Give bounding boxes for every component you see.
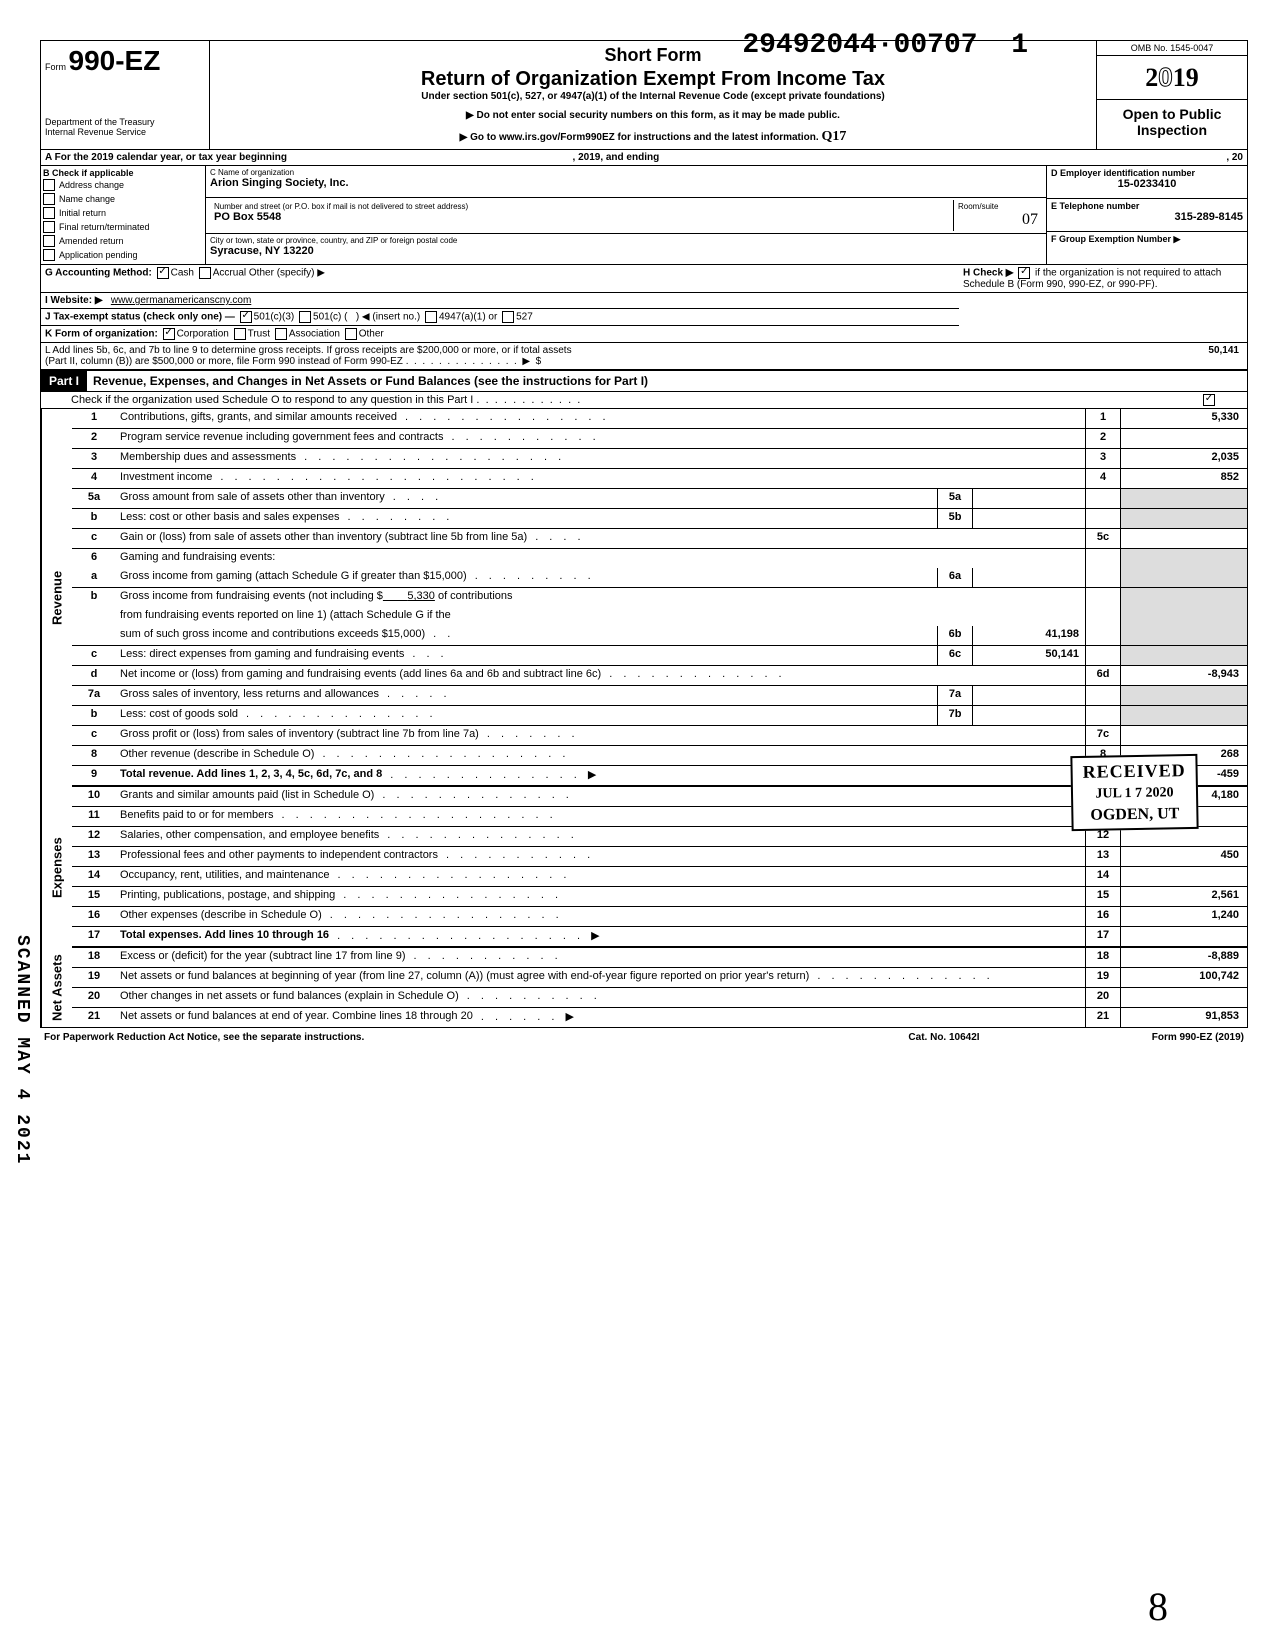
chk-association[interactable] — [275, 328, 287, 340]
line-5b: bLess: cost or other basis and sales exp… — [72, 509, 1247, 529]
line-7b: bLess: cost of goods sold. . . . . . . .… — [72, 706, 1247, 726]
net-assets-label: Net Assets — [41, 948, 72, 1027]
org-name-field: C Name of organization Arion Singing Soc… — [206, 166, 1046, 198]
line-3: 3Membership dues and assessments. . . . … — [72, 449, 1247, 469]
col-b-checkboxes: B Check if applicable Address change Nam… — [41, 166, 206, 264]
group-exemption-field: F Group Exemption Number ▶ — [1047, 232, 1247, 264]
page-footer: For Paperwork Reduction Act Notice, see … — [40, 1028, 1248, 1047]
omb-number: OMB No. 1545-0047 — [1097, 41, 1247, 56]
revenue-section: Revenue 1Contributions, gifts, grants, a… — [41, 409, 1247, 787]
stamp-scanned: SCANNED MAY 4 2021 — [12, 935, 32, 1165]
line-20: 20Other changes in net assets or fund ba… — [72, 988, 1247, 1008]
line-5a: 5aGross amount from sale of assets other… — [72, 489, 1247, 509]
chk-amended-return[interactable] — [43, 235, 55, 247]
goto-link: ▶ Go to www.irs.gov/Form990EZ for instru… — [218, 129, 1088, 145]
line-1: 1Contributions, gifts, grants, and simil… — [72, 409, 1247, 429]
line-7a: 7aGross sales of inventory, less returns… — [72, 686, 1247, 706]
expenses-label: Expenses — [41, 787, 72, 948]
form-prefix: Form — [45, 62, 66, 72]
chk-name-change[interactable] — [43, 193, 55, 205]
stamp-received: RECEIVED JUL 1 7 2020 OGDEN, UT — [1070, 754, 1198, 831]
part-1-header: Part I Revenue, Expenses, and Changes in… — [41, 371, 1247, 392]
row-a-tax-year: A For the 2019 calendar year, or tax yea… — [41, 150, 1247, 166]
line-18: 18Excess or (deficit) for the year (subt… — [72, 948, 1247, 968]
line-6b-3: sum of such gross income and contributio… — [72, 626, 1247, 646]
line-17: 17Total expenses. Add lines 10 through 1… — [72, 927, 1247, 948]
line-2: 2Program service revenue including gover… — [72, 429, 1247, 449]
revenue-label: Revenue — [41, 409, 72, 787]
line-6b-2: from fundraising events reported on line… — [72, 607, 1247, 626]
line-l-gross-receipts: L Add lines 5b, 6c, and 7b to line 9 to … — [41, 343, 1247, 371]
expenses-section: Expenses 10Grants and similar amounts pa… — [41, 787, 1247, 948]
phone-field: E Telephone number 315-289-8145 — [1047, 199, 1247, 232]
line-14: 14Occupancy, rent, utilities, and mainte… — [72, 867, 1247, 887]
line-5c: cGain or (loss) from sale of assets othe… — [72, 529, 1247, 549]
chk-final-return[interactable] — [43, 221, 55, 233]
line-g-accounting: G Accounting Method: Cash Accrual Other … — [41, 265, 1247, 293]
chk-h[interactable] — [1018, 267, 1030, 279]
chk-4947a1[interactable] — [425, 311, 437, 323]
line-j-tax-exempt: J Tax-exempt status (check only one) — 5… — [41, 309, 1247, 326]
open-public: Open to Public Inspection — [1097, 99, 1247, 144]
chk-trust[interactable] — [234, 328, 246, 340]
chk-501c[interactable] — [299, 311, 311, 323]
line-6: 6Gaming and fundraising events: — [72, 549, 1247, 568]
ssn-warning: ▶ Do not enter social security numbers o… — [218, 110, 1088, 121]
chk-address-change[interactable] — [43, 179, 55, 191]
irs-label: Internal Revenue Service — [45, 127, 205, 137]
line-6b-1: bGross income from fundraising events (n… — [72, 588, 1247, 607]
line-6c: cLess: direct expenses from gaming and f… — [72, 646, 1247, 666]
line-h-schedule-b: H Check ▶ if the organization is not req… — [959, 265, 1247, 292]
form-header: Form 990-EZ Department of the Treasury I… — [41, 41, 1247, 150]
signature-mark: 8 — [1148, 1583, 1168, 1630]
form-number: 990-EZ — [69, 45, 161, 76]
address-field: Number and street (or P.O. box if mail i… — [210, 200, 954, 231]
line-i-website: I Website: ▶ www.germanamericanscny.com — [41, 293, 1247, 309]
chk-schedule-o[interactable] — [1203, 394, 1215, 406]
chk-501c3[interactable] — [240, 311, 252, 323]
line-6d: dNet income or (loss) from gaming and fu… — [72, 666, 1247, 686]
main-title: Return of Organization Exempt From Incom… — [218, 68, 1088, 91]
chk-other-org[interactable] — [345, 328, 357, 340]
tax-year: 2019 — [1097, 56, 1247, 99]
chk-initial-return[interactable] — [43, 207, 55, 219]
room-suite-field: Room/suite 07 — [954, 200, 1042, 231]
dept-treasury: Department of the Treasury — [45, 117, 205, 127]
chk-527[interactable] — [502, 311, 514, 323]
line-21: 21Net assets or fund balances at end of … — [72, 1008, 1247, 1027]
subtitle: Under section 501(c), 527, or 4947(a)(1)… — [218, 91, 1088, 102]
ein-field: D Employer identification number 15-0233… — [1047, 166, 1247, 199]
line-4: 4Investment income. . . . . . . . . . . … — [72, 469, 1247, 489]
line-k-org-form: K Form of organization: Corporation Trus… — [41, 326, 1247, 343]
chk-application-pending[interactable] — [43, 249, 55, 261]
net-assets-section: Net Assets 18Excess or (deficit) for the… — [41, 948, 1247, 1027]
form-990ez-page1: Form 990-EZ Department of the Treasury I… — [40, 40, 1248, 1028]
city-field: City or town, state or province, country… — [206, 234, 1046, 265]
chk-corporation[interactable] — [163, 328, 175, 340]
line-13: 13Professional fees and other payments t… — [72, 847, 1247, 867]
line-6a: aGross income from gaming (attach Schedu… — [72, 568, 1247, 588]
line-7c: cGross profit or (loss) from sales of in… — [72, 726, 1247, 746]
line-15: 15Printing, publications, postage, and s… — [72, 887, 1247, 907]
section-bcdef: B Check if applicable Address change Nam… — [41, 166, 1247, 265]
part-1-schedule-o-check: Check if the organization used Schedule … — [41, 392, 1247, 409]
chk-accrual[interactable] — [199, 267, 211, 279]
chk-cash[interactable] — [157, 267, 169, 279]
stamp-top-number: 29492044·00707 1 — [742, 30, 1028, 61]
line-19: 19Net assets or fund balances at beginni… — [72, 968, 1247, 988]
line-16: 16Other expenses (describe in Schedule O… — [72, 907, 1247, 927]
